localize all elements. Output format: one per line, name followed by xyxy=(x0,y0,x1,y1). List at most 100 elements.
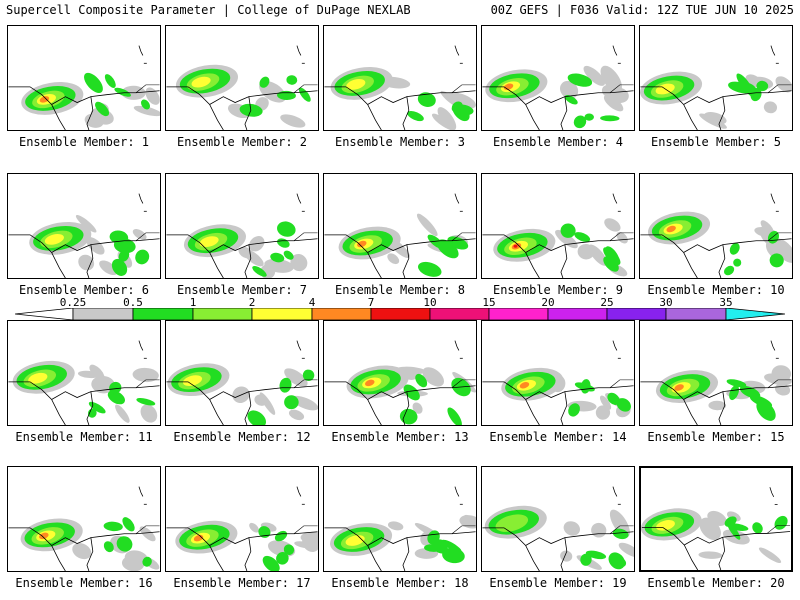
scp-contour-area xyxy=(387,521,404,531)
colorbar-arrow-high xyxy=(725,308,785,320)
ensemble-member-map[interactable] xyxy=(323,466,477,572)
state-border xyxy=(135,525,160,534)
coastline xyxy=(51,531,160,546)
border-line xyxy=(641,527,699,570)
scp-contour-area xyxy=(422,367,444,387)
island-outline xyxy=(612,45,618,56)
member-map-plot xyxy=(166,193,318,278)
colorbar-segment xyxy=(72,308,134,320)
colorbar-segment xyxy=(488,308,549,320)
run-valid-time: 00Z GEFS | F036 Valid: 12Z TUE JUN 10 20… xyxy=(490,3,794,17)
ensemble-member-map[interactable] xyxy=(481,320,635,426)
colorbar-segment xyxy=(370,308,431,320)
border-line xyxy=(8,86,66,130)
coastline xyxy=(367,531,476,546)
ensemble-member-map[interactable] xyxy=(165,25,319,131)
scp-contour-area xyxy=(95,101,110,117)
scp-contour-area xyxy=(91,375,115,394)
island-outline xyxy=(770,193,776,204)
scp-contour-area xyxy=(387,253,400,265)
scp-contour-area xyxy=(564,94,578,105)
coastline xyxy=(209,238,318,253)
scp-contour-area xyxy=(104,74,116,88)
ensemble-member-map[interactable] xyxy=(165,173,319,279)
page-title: Supercell Composite Parameter | College … xyxy=(6,3,411,17)
border-line xyxy=(8,234,66,278)
island-outline xyxy=(138,45,144,56)
coastline xyxy=(209,531,318,546)
colorbar-tick-label: 25 xyxy=(600,296,614,309)
coastline xyxy=(244,96,252,130)
ensemble-member-map[interactable] xyxy=(639,25,793,131)
ensemble-member-map[interactable] xyxy=(7,320,161,426)
scp-contour-area xyxy=(141,99,151,110)
state-border xyxy=(767,84,792,93)
ensemble-member-map[interactable] xyxy=(639,173,793,279)
border-line xyxy=(166,527,224,571)
ensemble-member-map[interactable] xyxy=(639,320,793,426)
scp-contour-area xyxy=(764,373,792,386)
island-outline xyxy=(769,487,775,498)
ensemble-member-map[interactable] xyxy=(481,466,635,572)
scp-contour-area xyxy=(446,91,463,102)
scp-contour-area xyxy=(588,244,608,266)
coastline xyxy=(683,90,792,105)
scp-contour-area xyxy=(132,229,147,240)
colorbar-tick-label: 7 xyxy=(367,296,375,309)
scp-contour-area xyxy=(607,392,620,405)
scp-contour-area xyxy=(280,114,306,128)
ensemble-member-map[interactable] xyxy=(7,25,161,131)
scp-contour-area xyxy=(729,242,740,255)
scp-contour-area xyxy=(698,551,723,559)
state-border xyxy=(767,379,792,388)
scp-contour-area xyxy=(560,550,573,562)
island-outline xyxy=(770,45,776,56)
scp-contour-area xyxy=(591,522,607,538)
border-line xyxy=(324,527,382,571)
scp-contour-area xyxy=(39,96,50,103)
scp-contour-area xyxy=(424,543,443,552)
island-outline xyxy=(138,486,144,497)
scp-contour-area xyxy=(567,73,593,87)
colorbar-tick-label: 0.5 xyxy=(123,296,143,309)
ensemble-member-map[interactable] xyxy=(7,173,161,279)
scp-contour-area xyxy=(290,253,308,272)
member-label: Ensemble Member: 17 xyxy=(173,576,311,590)
member-map-plot xyxy=(324,45,476,130)
scp-contour-area xyxy=(122,517,135,532)
island-outline xyxy=(770,340,776,351)
ensemble-member-map[interactable] xyxy=(481,25,635,131)
scp-contour-area xyxy=(39,532,49,540)
member-label: Ensemble Member: 1 xyxy=(18,135,150,149)
member-label: Ensemble Member: 7 xyxy=(176,283,308,297)
ensemble-member-map[interactable] xyxy=(481,173,635,279)
member-label: Ensemble Member: 3 xyxy=(334,135,466,149)
ensemble-member-map[interactable] xyxy=(323,25,477,131)
scp-contour-area xyxy=(259,76,270,88)
ensemble-member-map[interactable] xyxy=(7,466,161,572)
member-label: Ensemble Member: 4 xyxy=(492,135,624,149)
scp-contour-area xyxy=(99,260,118,276)
member-map-plot xyxy=(324,340,476,425)
ensemble-member-map[interactable] xyxy=(165,466,319,572)
scp-contour-area xyxy=(447,407,462,425)
colorbar-segment xyxy=(606,308,667,320)
colorbar-tick-label: 2 xyxy=(248,296,256,309)
scp-contour-area xyxy=(699,113,727,129)
member-map-plot xyxy=(640,193,792,278)
scp-contour-area xyxy=(75,215,97,233)
scp-contour-area xyxy=(262,555,280,571)
island-outline xyxy=(454,486,460,497)
island-outline xyxy=(454,45,460,56)
scp-contour-area xyxy=(365,379,375,387)
ensemble-member-map[interactable] xyxy=(323,320,477,426)
coastline xyxy=(683,385,792,400)
scp-contour-area xyxy=(612,528,629,540)
ensemble-member-map[interactable] xyxy=(639,466,793,572)
border-line xyxy=(8,527,66,571)
ensemble-member-map[interactable] xyxy=(323,173,477,279)
scp-contour-area xyxy=(300,531,318,544)
member-map-plot xyxy=(8,193,160,278)
border-line xyxy=(640,234,698,278)
ensemble-member-map[interactable] xyxy=(165,320,319,426)
